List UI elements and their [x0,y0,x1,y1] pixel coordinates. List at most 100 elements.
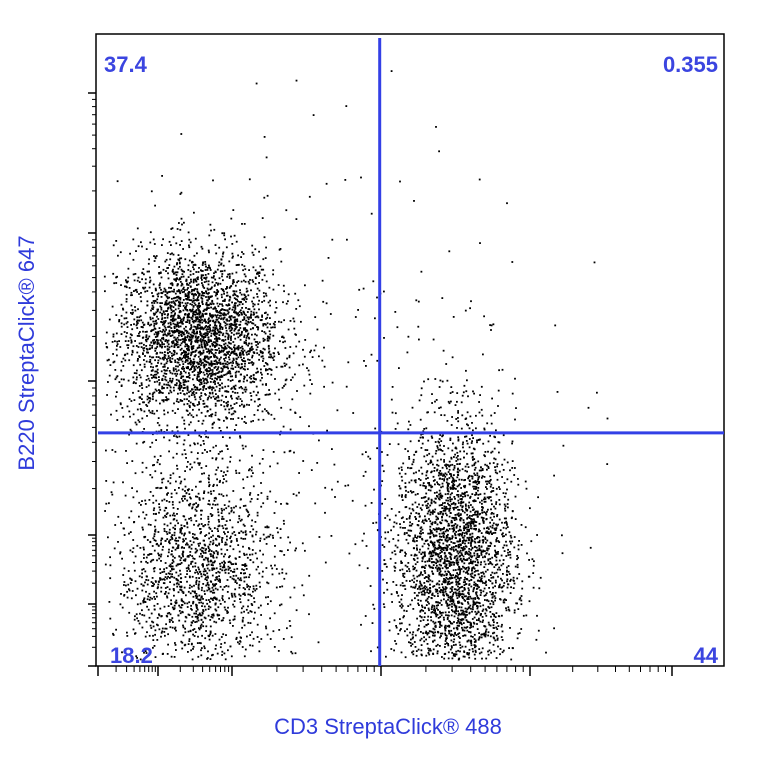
event-point [138,335,141,337]
event-point [255,588,258,590]
event-point [408,641,410,644]
event-point [260,268,263,271]
event-point [239,519,242,522]
event-point [267,535,270,538]
event-point [198,580,201,583]
event-point [164,345,166,348]
event-point [213,272,215,275]
event-point [161,387,163,390]
event-point [233,506,235,509]
event-point [251,361,253,363]
event-point [147,579,150,582]
event-point [192,362,194,365]
event-point [174,271,177,274]
event-point [139,331,141,333]
event-point [223,560,225,563]
event-point [200,275,203,278]
event-point [246,329,249,332]
event-point [214,307,216,310]
event-point [434,508,437,511]
event-point [196,316,199,319]
event-point [212,591,214,594]
event-point [298,491,300,494]
event-point [205,576,207,579]
event-point [149,318,152,321]
event-point [248,353,250,355]
event-point [212,446,215,449]
event-point [173,576,176,579]
event-point [139,408,142,410]
event-point [268,330,271,333]
event-point [216,576,218,578]
event-point [209,367,211,370]
event-point [191,260,194,263]
event-point [221,308,223,311]
event-point [150,612,153,615]
event-point [140,560,143,563]
event-point [174,601,177,604]
event-point [487,547,490,550]
event-point [277,351,280,354]
event-point [207,477,210,479]
event-point [230,361,232,364]
event-point [219,430,222,432]
event-point [164,294,167,296]
event-point [116,354,118,357]
event-point [196,324,199,326]
event-point [200,344,203,346]
event-point [128,359,131,362]
event-point [476,513,479,516]
event-point [115,348,118,351]
event-point [140,292,142,294]
event-point [295,494,298,497]
event-point [188,372,190,374]
event-point [161,343,164,346]
event-point [180,358,182,361]
event-point [158,506,161,509]
event-point [172,512,175,515]
event-point [235,362,238,365]
event-point [293,320,296,323]
event-point [143,401,145,404]
event-point [218,310,221,313]
event-point [408,458,411,460]
event-point [237,300,239,303]
event-point [199,462,201,465]
event-point [174,323,176,326]
event-point [230,413,233,416]
event-point [196,330,198,333]
event-point [283,577,286,580]
event-point [216,375,219,378]
event-point [109,556,111,559]
event-point [239,577,242,580]
event-point [205,382,208,385]
event-point [233,297,236,300]
event-point [164,357,166,359]
event-point [215,385,218,388]
event-point [228,327,231,330]
event-point [223,232,226,235]
event-point [219,322,222,325]
event-point [162,336,165,339]
event-point [206,579,208,581]
event-point [171,282,173,285]
event-point [169,361,172,363]
event-point [274,321,276,323]
event-point [423,577,426,579]
event-point [228,555,231,557]
event-point [178,610,181,612]
event-point [135,382,137,385]
event-point [206,308,208,310]
event-point [188,246,191,249]
event-point [243,525,246,527]
event-point [214,584,216,587]
event-point [130,597,133,600]
event-point [278,353,280,355]
event-point [162,516,165,519]
event-point [243,421,246,423]
event-point [223,419,225,422]
event-point [192,313,195,315]
event-point [186,359,189,362]
event-point [200,394,203,397]
event-point [144,311,147,314]
